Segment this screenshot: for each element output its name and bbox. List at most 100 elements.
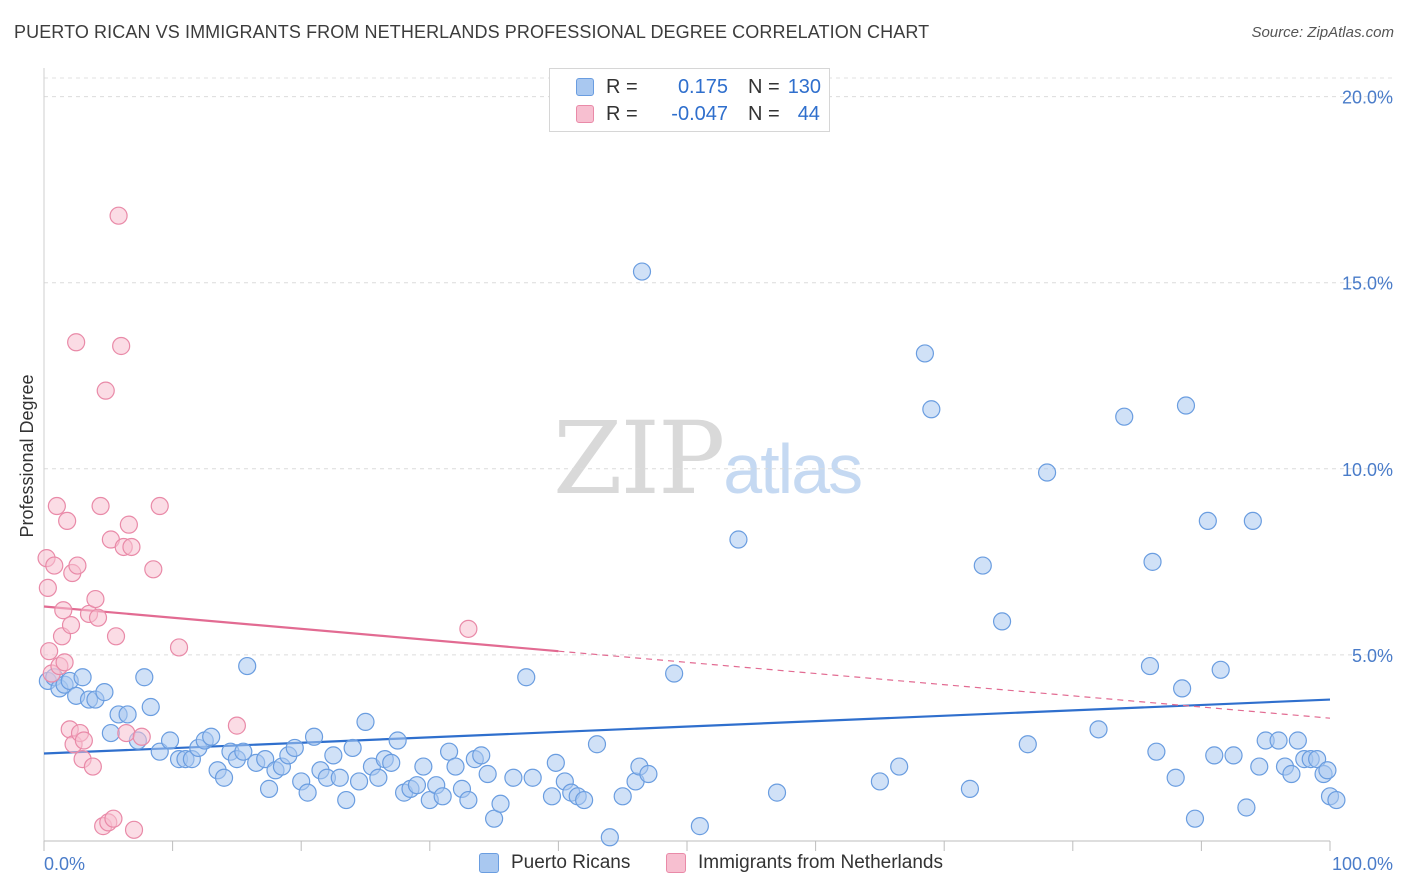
point-netherlands [58, 511, 77, 531]
point-puerto-ricans [95, 683, 114, 702]
point-puerto-ricans [491, 794, 510, 813]
legend-r-label: R = [606, 75, 638, 98]
x-tick-label: 0.0% [44, 854, 85, 874]
data-points [37, 206, 1346, 847]
point-netherlands [169, 638, 189, 657]
legend-r-value: -0.047 [671, 102, 728, 125]
point-netherlands [40, 642, 59, 661]
legend-swatch-netherlands [666, 853, 686, 873]
point-puerto-ricans [118, 705, 137, 724]
y-tick-label: 5.0% [1352, 646, 1393, 666]
tick-labels: 5.0% 10.0% 15.0% 20.0% 0.0% 100.0% Professiona… [17, 88, 1393, 874]
legend-r-label: R = [606, 102, 638, 125]
legend-swatch-pink [576, 105, 594, 123]
trend-line-netherlands-extension [558, 650, 1331, 719]
legend-item-netherlands[interactable]: Immigrants from Netherlands [666, 852, 943, 874]
point-netherlands [119, 515, 138, 534]
legend-n-label: N = [748, 102, 780, 125]
point-puerto-ricans [337, 790, 356, 810]
point-netherlands [122, 537, 141, 557]
point-netherlands [150, 496, 169, 516]
point-netherlands [61, 616, 81, 635]
legend-row-puerto-ricans: R = 0.175 N = 130 [576, 74, 821, 100]
point-netherlands [74, 731, 93, 750]
point-puerto-ricans [973, 556, 992, 575]
legend-swatch-puerto-ricans [479, 853, 499, 873]
grid [44, 77, 1394, 656]
legend-item-puerto-ricans[interactable]: Puerto Ricans [479, 852, 630, 874]
stats-legend: R = 0.175 N = 130 R = -0.047 N = 44 [549, 68, 830, 132]
point-netherlands [132, 727, 151, 746]
point-puerto-ricans [546, 753, 565, 772]
point-puerto-ricans [459, 790, 478, 810]
point-puerto-ricans [73, 668, 92, 687]
point-puerto-ricans [135, 668, 154, 687]
point-puerto-ricans [150, 742, 169, 761]
legend-r-value: 0.175 [677, 75, 728, 98]
point-puerto-ricans [1288, 731, 1307, 750]
point-puerto-ricans [1224, 746, 1243, 765]
trend-lines [43, 605, 1331, 755]
point-puerto-ricans [517, 668, 536, 687]
point-puerto-ricans [1143, 552, 1162, 571]
point-puerto-ricans [870, 772, 890, 791]
point-netherlands [86, 589, 105, 609]
point-netherlands [459, 619, 478, 638]
legend-n-label: N = [748, 75, 780, 98]
legend-label-puerto-ricans: Puerto Ricans [511, 852, 631, 873]
point-puerto-ricans [890, 757, 909, 776]
point-puerto-ricans [523, 768, 542, 787]
point-puerto-ricans [433, 787, 452, 806]
axes [43, 68, 1331, 851]
point-puerto-ricans [1198, 511, 1217, 531]
point-netherlands [55, 653, 74, 672]
point-puerto-ricans [992, 612, 1012, 631]
point-netherlands [124, 820, 144, 839]
point-puerto-ricans [1250, 757, 1269, 776]
point-puerto-ricans [613, 787, 632, 806]
point-puerto-ricans [1018, 735, 1037, 754]
point-puerto-ricans [472, 746, 491, 765]
point-puerto-ricans [1166, 768, 1185, 787]
legend-swatch-blue [576, 78, 594, 96]
legend-n-value: 44 [797, 102, 820, 125]
point-puerto-ricans [356, 712, 375, 731]
point-puerto-ricans [922, 400, 941, 419]
source-label: Source: ZipAtlas.com [1251, 24, 1394, 41]
point-puerto-ricans [1237, 798, 1256, 817]
point-puerto-ricans [343, 738, 362, 758]
point-puerto-ricans [324, 746, 343, 765]
point-netherlands [38, 578, 57, 598]
point-puerto-ricans [1173, 679, 1192, 698]
series-legend: Puerto Ricans Immigrants from Netherland… [0, 852, 1406, 878]
y-axis-label: Professional Degree [17, 374, 37, 537]
point-netherlands [91, 496, 110, 516]
point-puerto-ricans [369, 768, 388, 787]
point-netherlands [54, 601, 73, 620]
point-netherlands [109, 206, 128, 225]
point-puerto-ricans [639, 764, 658, 784]
point-puerto-ricans [1089, 720, 1108, 739]
point-netherlands [117, 723, 136, 743]
point-puerto-ricans [1327, 790, 1346, 810]
point-puerto-ricans [388, 731, 407, 750]
point-puerto-ricans [1269, 731, 1288, 750]
legend-row-netherlands: R = -0.047 N = 44 [576, 101, 820, 127]
point-puerto-ricans [600, 828, 619, 847]
point-puerto-ricans [1211, 660, 1230, 679]
point-puerto-ricans [298, 783, 317, 802]
point-puerto-ricans [304, 727, 324, 746]
point-puerto-ricans [330, 768, 349, 787]
chart-title: PUERTO RICAN VS IMMIGRANTS FROM NETHERLA… [14, 22, 930, 42]
point-puerto-ricans [349, 772, 369, 791]
point-puerto-ricans [1318, 761, 1337, 780]
point-netherlands [144, 560, 163, 579]
point-netherlands [112, 336, 131, 356]
y-tick-label: 20.0% [1342, 88, 1393, 108]
x-tick-label: 100.0% [1332, 854, 1393, 874]
point-puerto-ricans [504, 768, 523, 787]
legend-label-netherlands: Immigrants from Netherlands [698, 852, 943, 873]
point-puerto-ricans [1282, 764, 1301, 784]
point-puerto-ricans [960, 779, 980, 798]
